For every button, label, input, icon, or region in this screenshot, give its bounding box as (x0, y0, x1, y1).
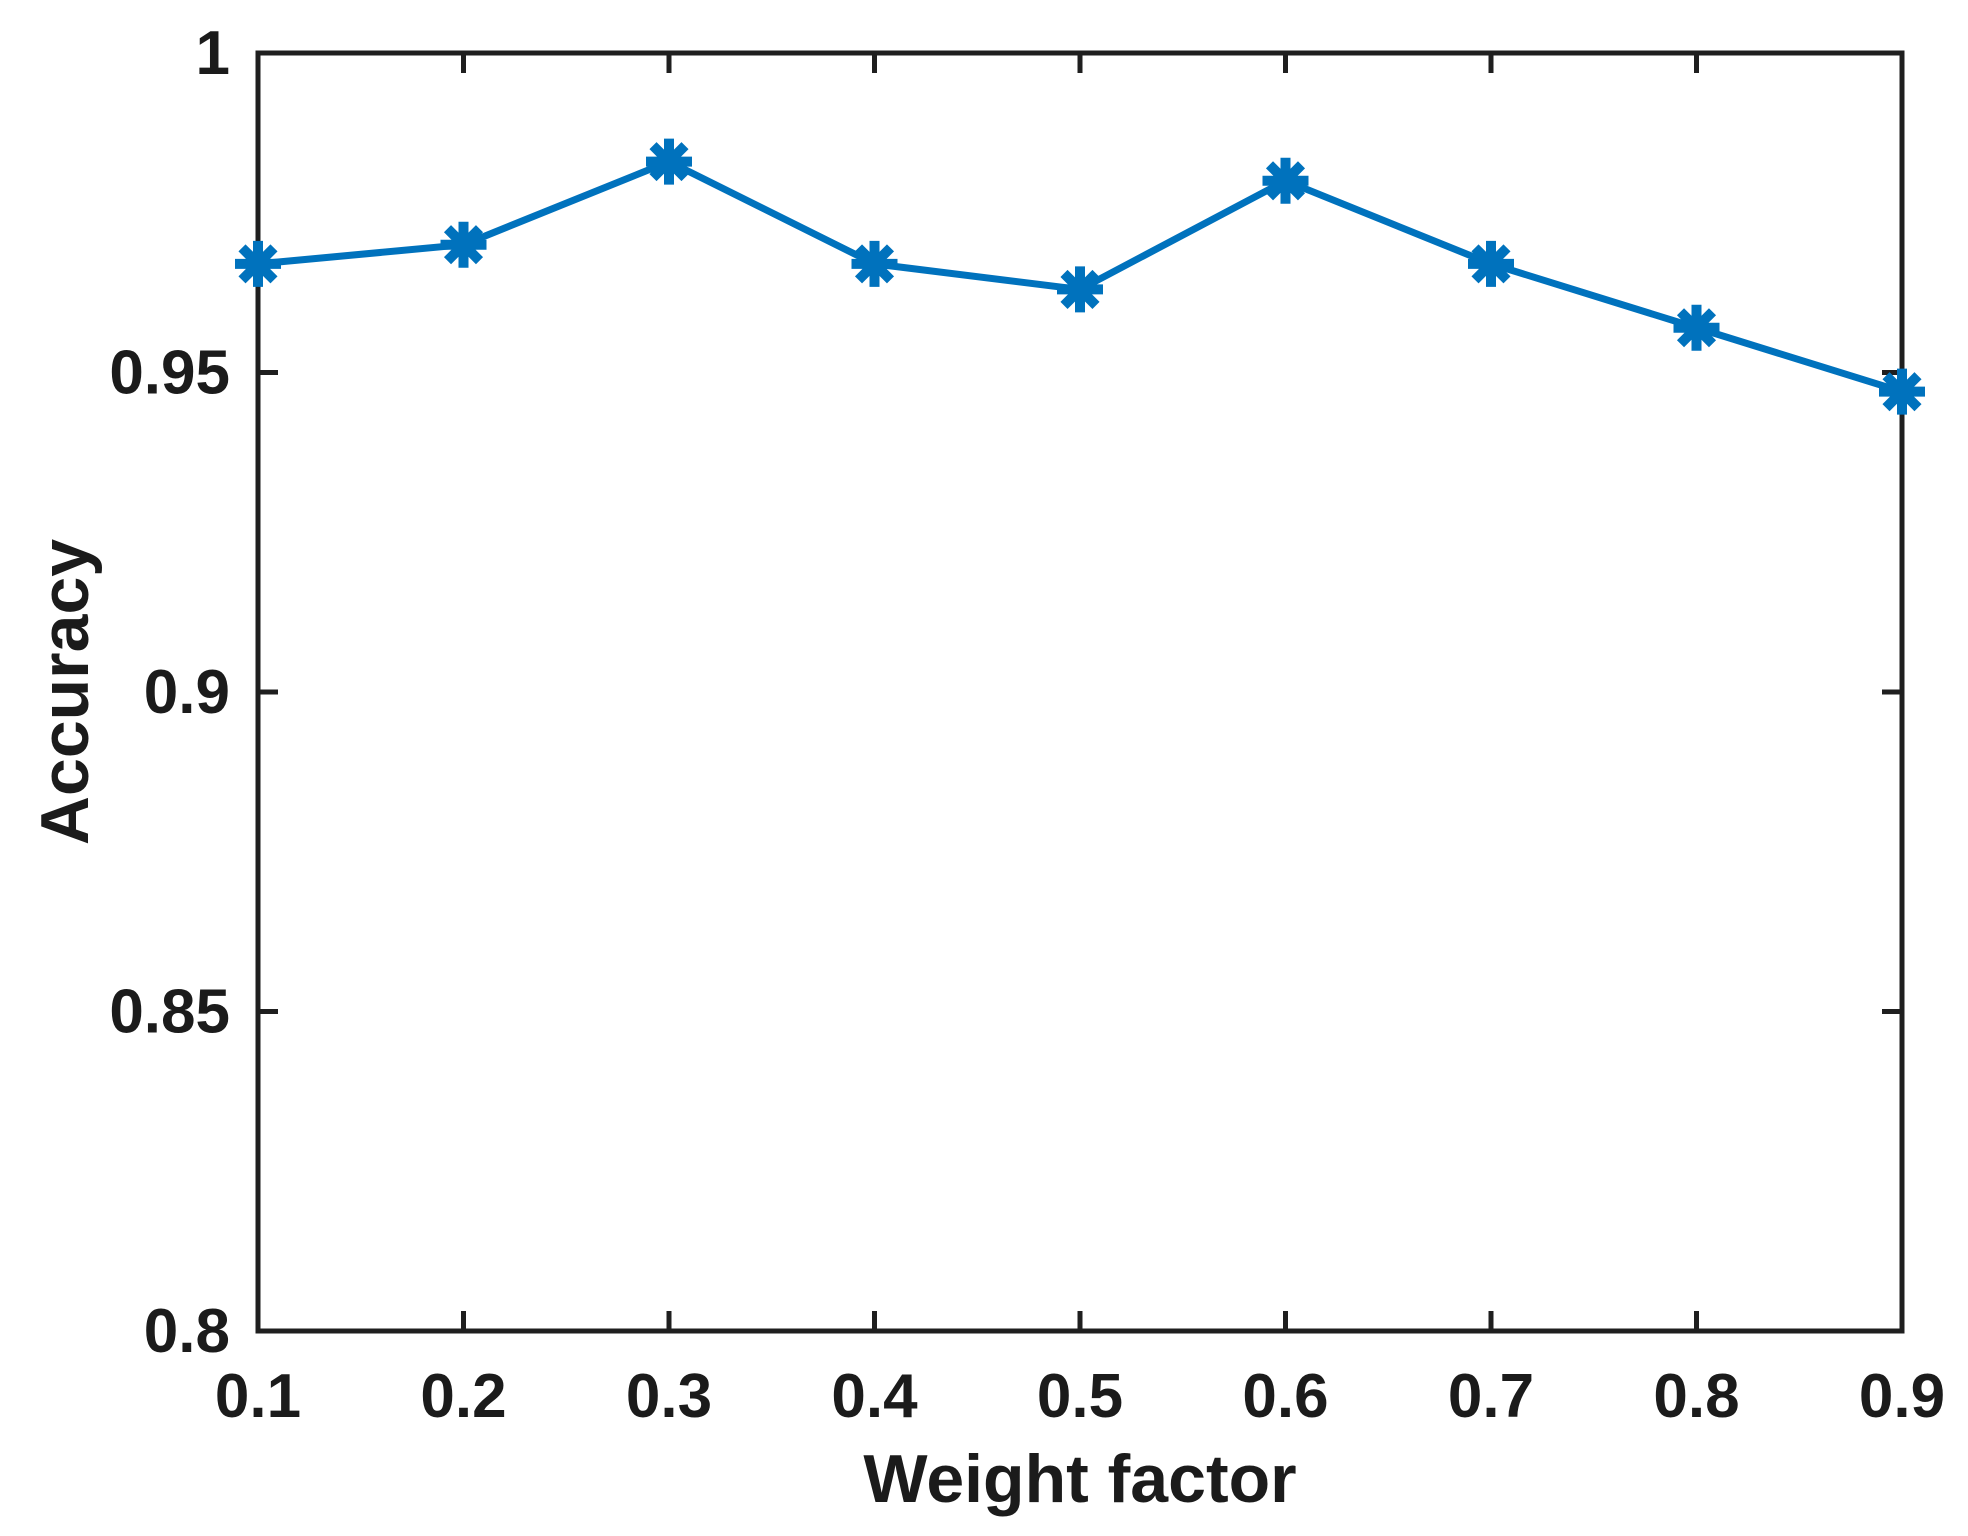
x-tick-label: 0.7 (1448, 1362, 1534, 1431)
x-tick-label: 0.1 (215, 1362, 301, 1431)
x-tick-label: 0.8 (1653, 1362, 1739, 1431)
data-point-marker (235, 240, 281, 287)
y-tick-label: 0.85 (109, 978, 230, 1047)
data-point-marker (851, 240, 898, 287)
axis-ticks (255, 50, 1905, 1334)
x-tick-label: 0.5 (1037, 1362, 1123, 1431)
x-tick-label: 0.6 (1242, 1362, 1328, 1431)
x-tick-label: 0.9 (1859, 1362, 1945, 1431)
data-point-marker (1673, 304, 1720, 351)
data-point-marker (646, 138, 692, 185)
data-point-marker (1468, 240, 1514, 287)
x-axis-label: Weight factor (863, 1441, 1296, 1517)
plot-border (255, 50, 1905, 1334)
y-tick-label: 0.9 (144, 658, 230, 727)
x-tick-label: 0.3 (626, 1362, 712, 1431)
x-tick-label: 0.4 (831, 1362, 918, 1431)
data-point-marker (1879, 368, 1925, 415)
y-tick-label: 1 (196, 19, 230, 88)
data-point-marker (1262, 157, 1309, 204)
y-tick-label: 0.8 (144, 1297, 230, 1366)
y-tick-label: 0.95 (109, 339, 230, 408)
data-point-marker (1057, 266, 1103, 313)
plot-area: 0.1 0.2 0.3 0.4 0.5 0.6 0.7 0.8 0.9 0.8 0.85 0.9 0.9… (109, 19, 1945, 1431)
y-axis-label: Accuracy (27, 539, 103, 845)
x-tick-label: 0.2 (420, 1362, 506, 1431)
data-point-marker (440, 221, 487, 268)
